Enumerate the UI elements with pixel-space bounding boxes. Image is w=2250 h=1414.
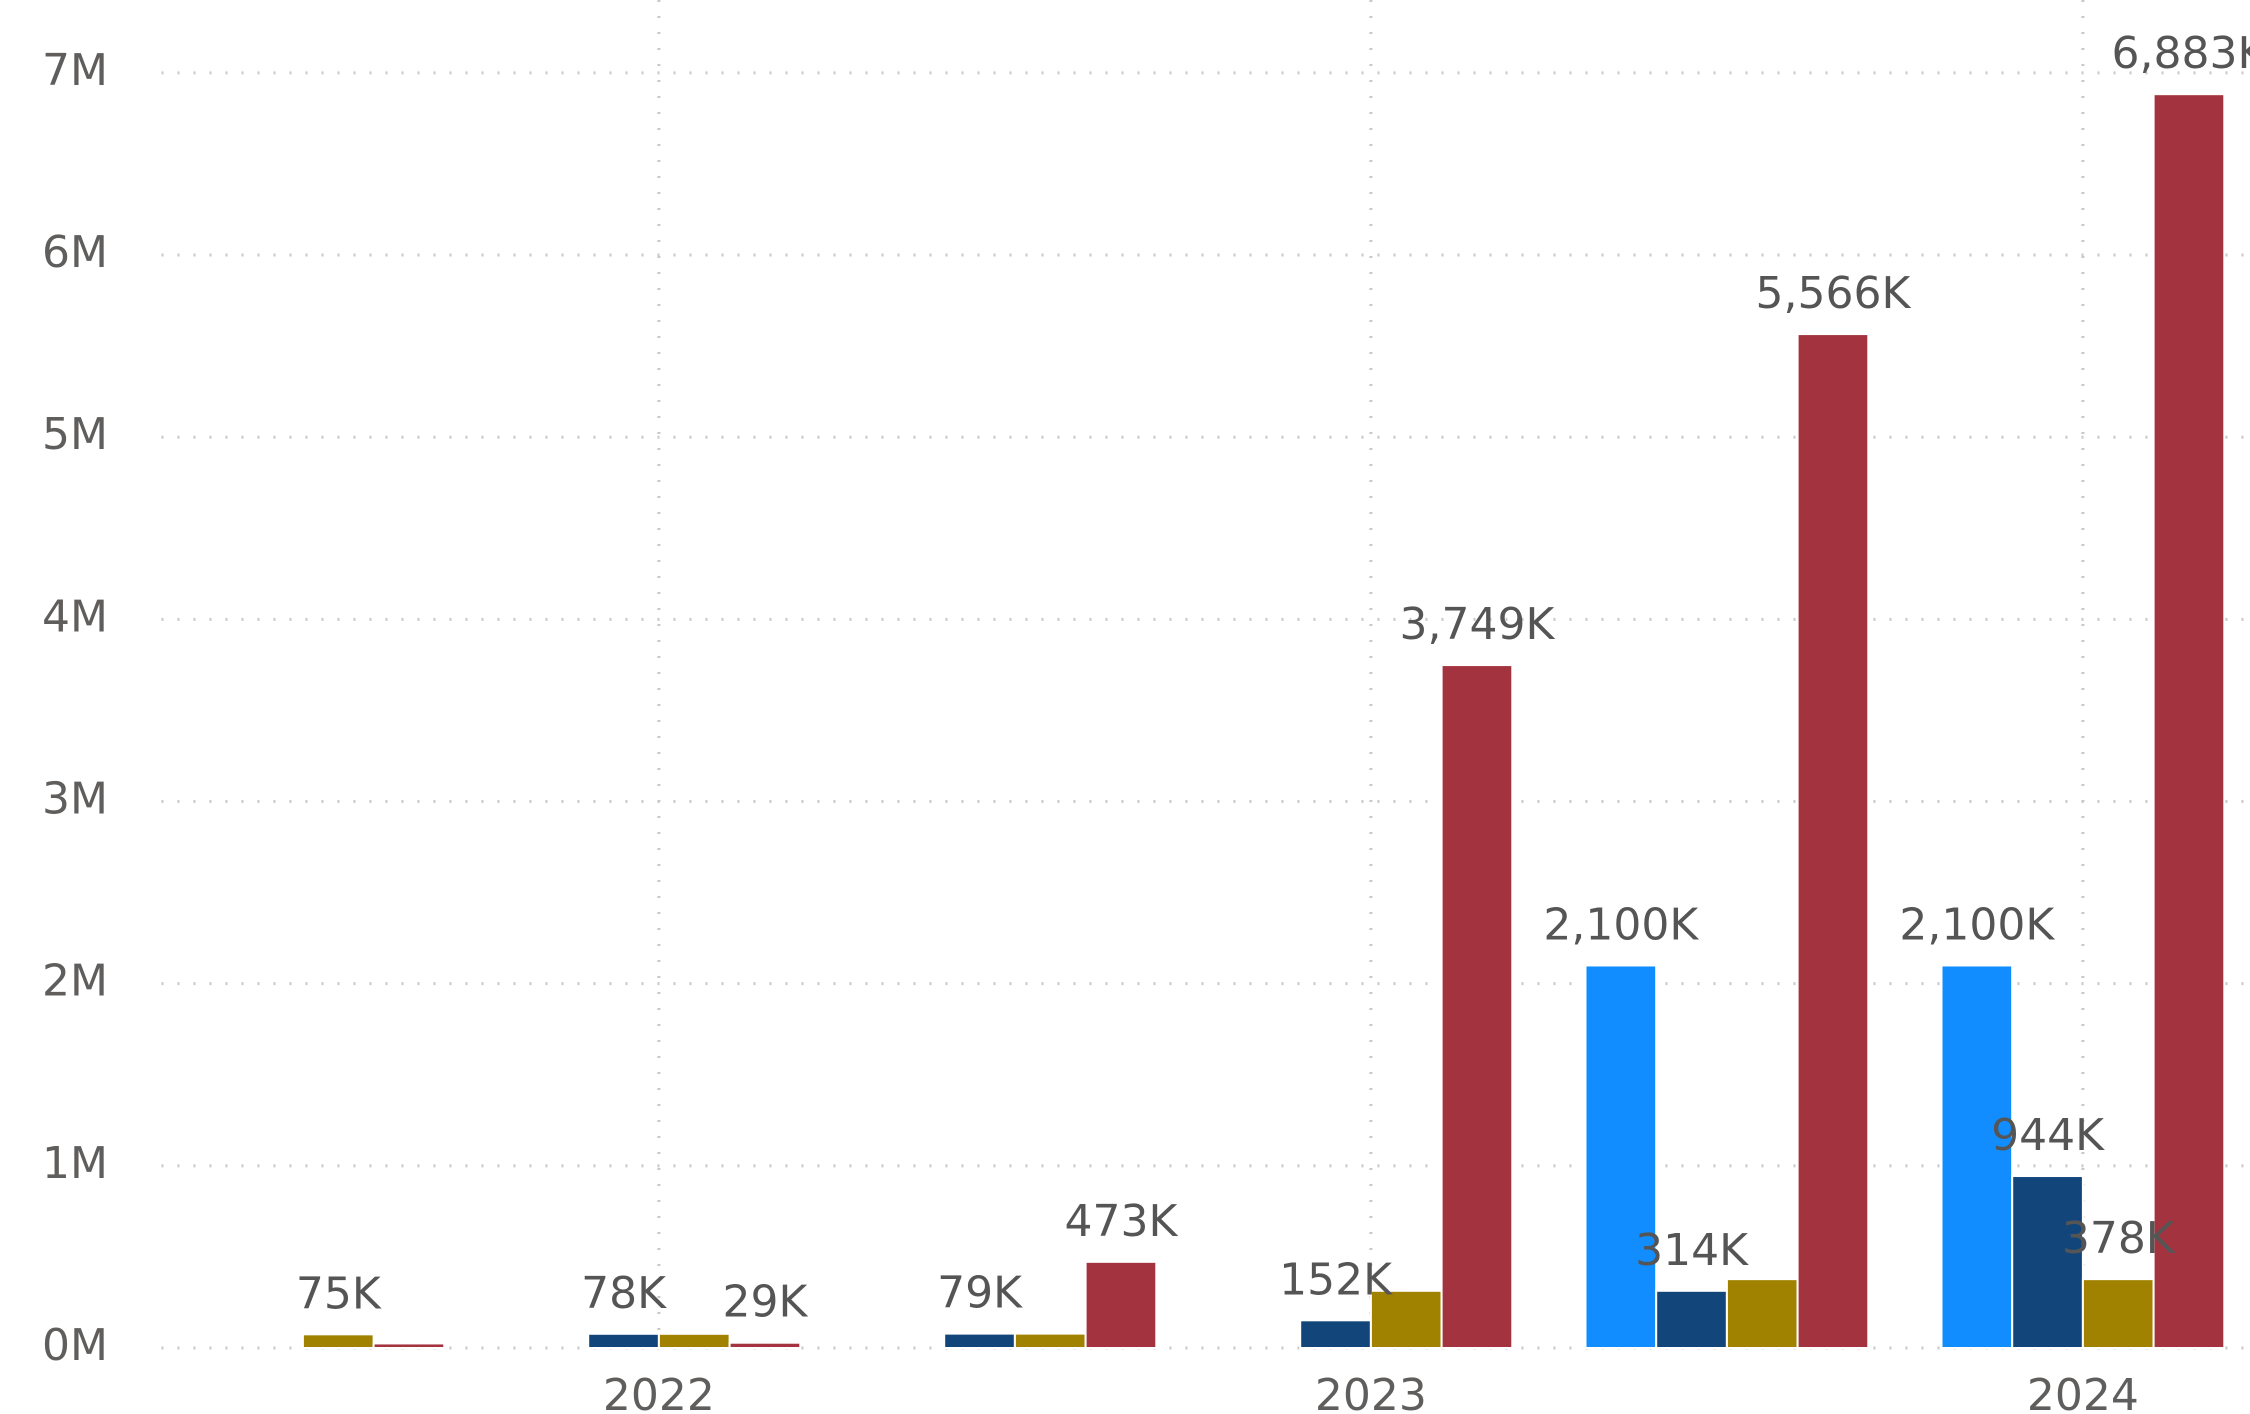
bar xyxy=(587,1332,660,1350)
data-label: 5,566K xyxy=(1756,268,1912,319)
data-label: 78K xyxy=(581,1268,667,1319)
data-label: 6,883K xyxy=(2112,28,2250,79)
bar xyxy=(2011,1175,2084,1350)
bar xyxy=(301,1333,375,1350)
bar xyxy=(943,1332,1016,1349)
bar xyxy=(1299,1319,1372,1350)
x-tick-label: 2024 xyxy=(2027,1370,2139,1414)
y-tick-label: 2M xyxy=(42,956,108,1007)
bar xyxy=(1584,964,1658,1349)
bar xyxy=(1369,1289,1443,1349)
data-label: 3,749K xyxy=(1400,599,1556,650)
y-tick-label: 4M xyxy=(42,591,108,642)
y-tick-label: 7M xyxy=(42,45,108,96)
data-label: 378K xyxy=(2062,1213,2176,1264)
y-tick-label: 5M xyxy=(42,409,108,460)
bar xyxy=(1655,1289,1728,1349)
y-tick-label: 1M xyxy=(42,1138,108,1189)
y-tick-label: 6M xyxy=(42,227,108,278)
data-label: 2,100K xyxy=(1899,899,2055,950)
data-label: 79K xyxy=(937,1268,1023,1319)
data-label: 29K xyxy=(723,1277,809,1328)
bar xyxy=(728,1341,802,1349)
bar xyxy=(2081,1278,2155,1349)
bar xyxy=(1725,1278,1799,1349)
bar xyxy=(1084,1260,1158,1349)
data-label: 75K xyxy=(296,1268,382,1319)
y-tick-label: 0M xyxy=(42,1320,108,1371)
y-tick-label: 3M xyxy=(42,774,108,825)
bar xyxy=(372,1342,446,1349)
bar xyxy=(1940,964,2014,1349)
bar xyxy=(1440,664,1514,1349)
data-label: 314K xyxy=(1635,1225,1749,1276)
data-label: 473K xyxy=(1065,1196,1179,1247)
data-label: 2,100K xyxy=(1543,899,1699,950)
bar xyxy=(1796,333,1870,1350)
bar xyxy=(657,1332,731,1350)
data-label: 152K xyxy=(1279,1254,1393,1305)
bar xyxy=(2152,93,2226,1349)
bar xyxy=(1013,1332,1087,1349)
data-label: 944K xyxy=(1991,1110,2105,1161)
x-tick-label: 2023 xyxy=(1315,1370,1427,1414)
x-tick-label: 2022 xyxy=(603,1370,715,1414)
